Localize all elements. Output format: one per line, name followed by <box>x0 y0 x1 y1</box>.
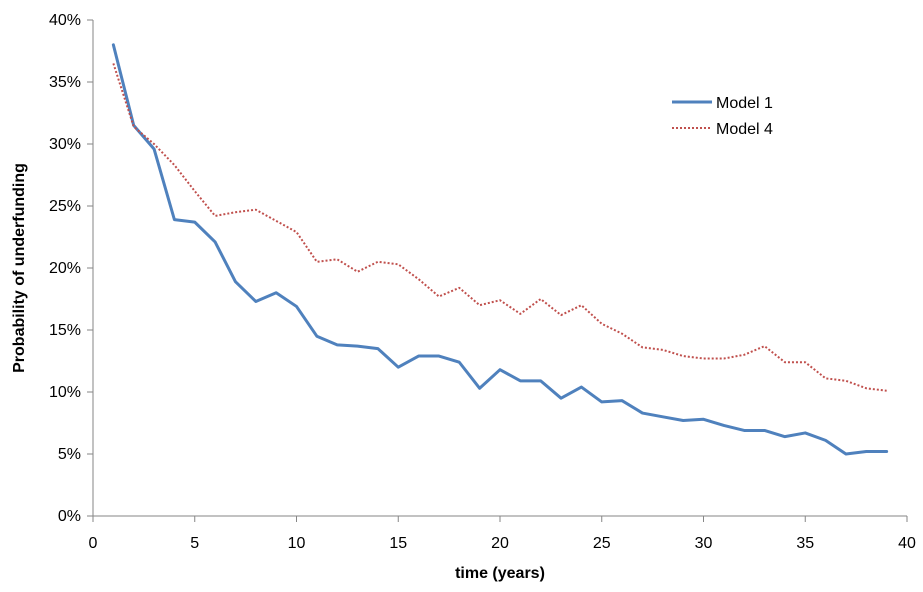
x-tick-label: 35 <box>796 535 814 552</box>
legend-label: Model 1 <box>716 95 773 112</box>
y-tick-label: 15% <box>49 322 81 339</box>
y-tick-label: 30% <box>49 136 81 153</box>
tick-labels: 0% 5% 10% 15% 20% 25% 30% 35% 40% 0 5 10 15 20 25 30 35 4… <box>49 12 916 552</box>
x-tick-label: 20 <box>491 535 509 552</box>
y-axis-title: Probability of underfunding <box>11 163 28 373</box>
axes <box>87 19 908 522</box>
series-lines <box>111 43 889 456</box>
y-tick-label: 20% <box>49 260 81 277</box>
x-tick-label: 15 <box>389 535 407 552</box>
y-tick-label: 25% <box>49 198 81 215</box>
y-tick-label: 35% <box>49 74 81 91</box>
x-tick-label: 25 <box>593 535 611 552</box>
x-tick-label: 30 <box>695 535 713 552</box>
x-tick-label: 40 <box>898 535 916 552</box>
series-line-model-1 <box>111 43 889 456</box>
y-tick-label: 0% <box>58 508 81 525</box>
y-tick-label: 40% <box>49 12 81 29</box>
y-tick-label: 10% <box>49 384 81 401</box>
legend: Model 1 Model 4 <box>672 95 773 138</box>
x-tick-label: 10 <box>288 535 306 552</box>
series-line-model-4 <box>112 63 887 392</box>
x-axis-title: time (years) <box>455 565 545 582</box>
x-tick-label: 0 <box>89 535 98 552</box>
y-tick-label: 5% <box>58 446 81 463</box>
x-tick-label: 5 <box>190 535 199 552</box>
legend-label: Model 4 <box>716 121 773 138</box>
